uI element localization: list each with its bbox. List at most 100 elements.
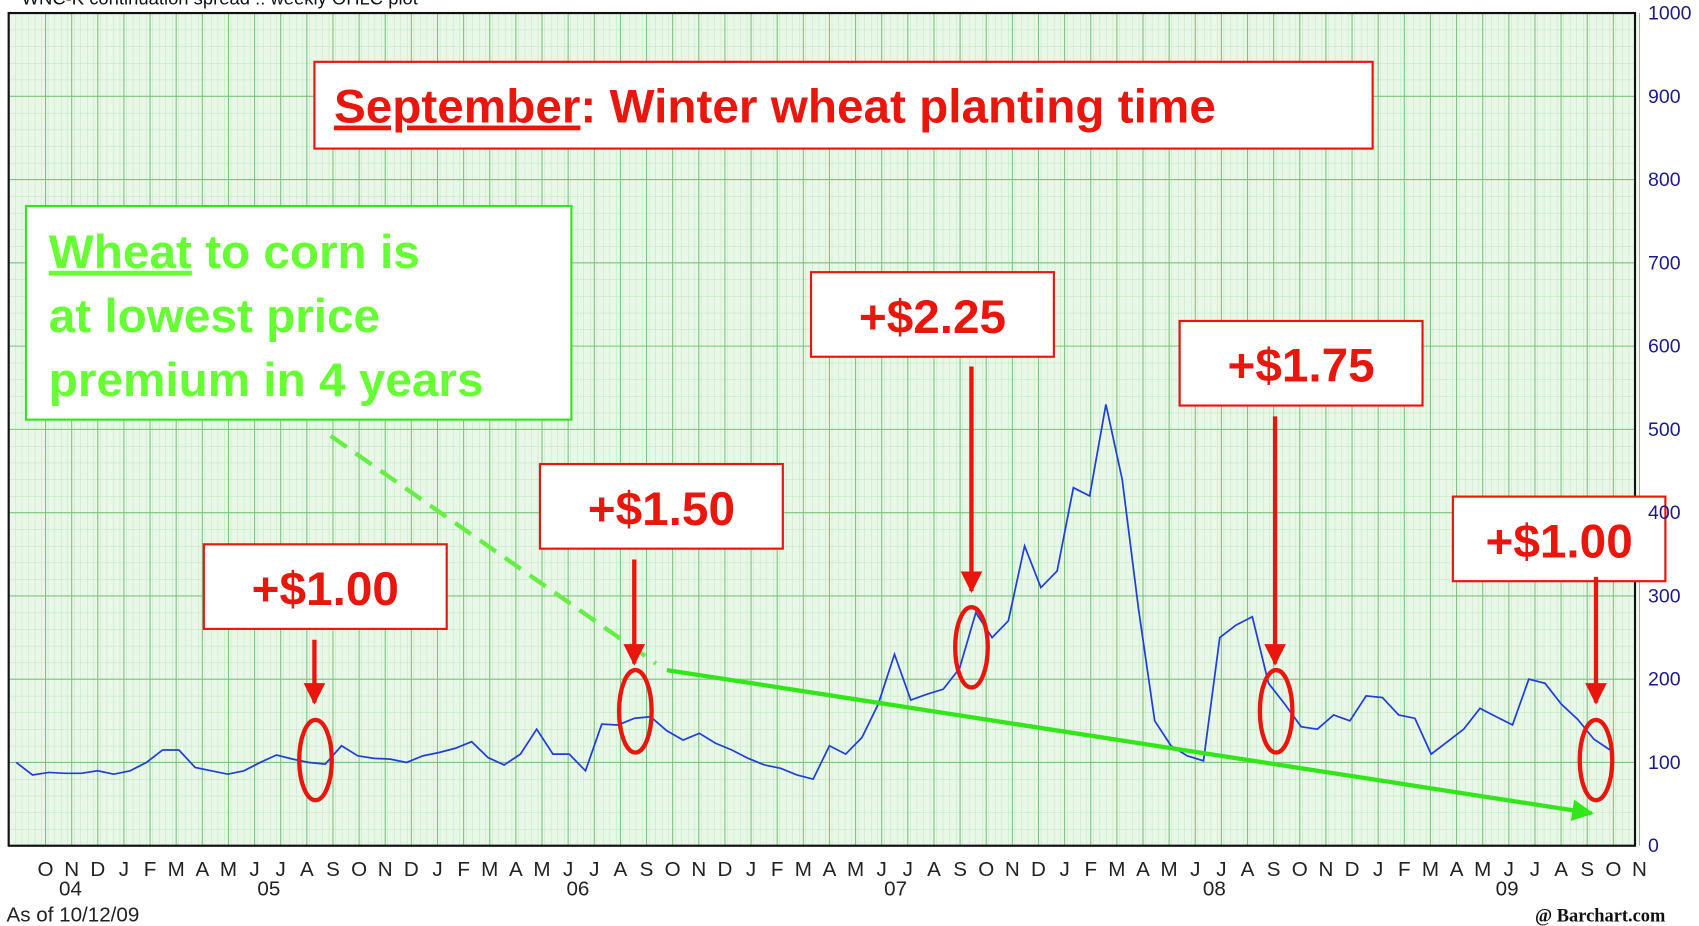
x-tick-label: J — [119, 858, 129, 881]
x-tick-label: N — [1005, 858, 1020, 881]
dashed-pointer — [329, 434, 658, 666]
x-tick-label: J — [276, 858, 286, 881]
headline-box — [313, 60, 1374, 150]
callout-label: +$1.50 — [588, 483, 735, 536]
callout-label: +$1.75 — [1227, 340, 1374, 393]
callout-box — [809, 271, 1055, 358]
callout-ellipse — [297, 717, 334, 803]
note-line: Wheat to corn is — [49, 226, 420, 279]
x-tick-label: S — [1580, 858, 1594, 881]
y-tick-label: 300 — [1648, 585, 1681, 607]
footer-left: As of 10/12/09 — [7, 904, 140, 926]
y-tick-label: 500 — [1648, 419, 1681, 441]
x-tick-label: J — [1530, 858, 1540, 881]
footer-right: @ Barchart.com — [1535, 906, 1666, 926]
x-tick-label: A — [300, 858, 314, 881]
x-tick-label: S — [1267, 858, 1281, 881]
callout-box — [538, 462, 784, 550]
plot-frame — [7, 11, 1637, 847]
x-tick-label: F — [1398, 858, 1411, 881]
x-tick-label: J — [1190, 858, 1200, 881]
year-label: 05 — [257, 878, 280, 901]
x-tick-label: O — [351, 858, 367, 881]
x-tick-label: F — [144, 858, 157, 881]
x-tick-label: J — [1504, 858, 1514, 881]
x-tick-label: M — [1161, 858, 1178, 881]
x-tick-label: N — [378, 858, 393, 881]
x-tick-label: M — [795, 858, 812, 881]
y-tick-label: 700 — [1648, 252, 1681, 274]
x-tick-label: J — [563, 858, 573, 881]
callout-box — [1178, 319, 1424, 407]
x-tick-label: A — [1241, 858, 1255, 881]
x-tick-label: M — [1108, 858, 1125, 881]
y-tick-label: 0 — [1648, 835, 1659, 857]
callout-ellipse — [616, 667, 654, 755]
callout-label: +$2.25 — [859, 291, 1006, 344]
x-tick-label: F — [771, 858, 784, 881]
x-tick-label: A — [509, 858, 523, 881]
x-tick-label: S — [953, 858, 967, 881]
x-tick-label: A — [195, 858, 209, 881]
x-tick-label: O — [38, 858, 54, 881]
series-line — [15, 404, 1611, 781]
x-tick-label: N — [1632, 858, 1647, 881]
x-tick-label: M — [1474, 858, 1491, 881]
x-tick-label: D — [717, 858, 732, 881]
x-tick-label: D — [90, 858, 105, 881]
note-box — [24, 204, 573, 421]
x-tick-label: N — [691, 858, 706, 881]
chart-title: WNC-K continuation spread :: weekly OHLC… — [22, 0, 418, 8]
y-tick-label: 200 — [1648, 669, 1681, 691]
x-tick-label: J — [903, 858, 913, 881]
x-tick-label: O — [978, 858, 994, 881]
x-tick-label: J — [1373, 858, 1383, 881]
x-tick-label: A — [1554, 858, 1568, 881]
x-tick-label: N — [1318, 858, 1333, 881]
x-tick-label: S — [640, 858, 654, 881]
year-label: 06 — [566, 878, 589, 901]
callout-ellipse — [953, 605, 990, 690]
trend-line — [666, 667, 1594, 821]
note-line: at lowest price — [49, 290, 380, 343]
x-tick-label: M — [220, 858, 237, 881]
x-tick-label: O — [1605, 858, 1621, 881]
x-tick-label: O — [1292, 858, 1308, 881]
year-label: 07 — [884, 878, 907, 901]
x-tick-label: M — [1422, 858, 1439, 881]
callout-box — [1451, 495, 1667, 583]
x-tick-label: A — [1450, 858, 1464, 881]
x-tick-label: M — [168, 858, 185, 881]
x-tick-label: J — [249, 858, 259, 881]
x-tick-label: M — [533, 858, 550, 881]
x-tick-label: M — [847, 858, 864, 881]
y-tick-label: 400 — [1648, 502, 1681, 524]
y-tick-label: 1000 — [1648, 3, 1692, 25]
x-tick-label: J — [589, 858, 599, 881]
x-tick-label: N — [64, 858, 79, 881]
callout-ellipse — [1577, 717, 1615, 803]
callout-label: +$1.00 — [252, 563, 399, 616]
x-tick-label: A — [1136, 858, 1150, 881]
x-tick-label: D — [404, 858, 419, 881]
x-tick-label: J — [877, 858, 887, 881]
year-label: 08 — [1203, 878, 1226, 901]
x-tick-label: J — [432, 858, 442, 881]
x-tick-label: A — [927, 858, 941, 881]
x-tick-label: F — [1084, 858, 1097, 881]
x-tick-label: F — [457, 858, 470, 881]
x-tick-label: M — [481, 858, 498, 881]
x-tick-label: O — [665, 858, 681, 881]
x-tick-label: J — [1216, 858, 1226, 881]
x-tick-label: J — [746, 858, 756, 881]
note-line: premium in 4 years — [49, 354, 484, 407]
callout-ellipse — [1257, 667, 1295, 755]
callout-box — [202, 543, 448, 630]
x-tick-label: A — [823, 858, 837, 881]
headline: September: Winter wheat planting time — [334, 81, 1216, 134]
year-label: 04 — [59, 878, 82, 901]
x-tick-label: D — [1345, 858, 1360, 881]
x-tick-label: A — [614, 858, 628, 881]
y-tick-label: 900 — [1648, 86, 1681, 108]
